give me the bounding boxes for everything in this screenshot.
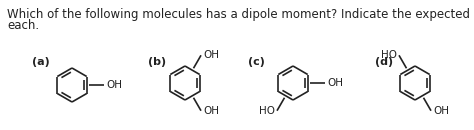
Text: HO: HO — [259, 106, 275, 116]
Text: OH: OH — [203, 50, 219, 60]
Text: OH: OH — [203, 106, 219, 116]
Text: OH: OH — [106, 80, 122, 90]
Text: (a): (a) — [32, 57, 50, 67]
Text: each.: each. — [7, 19, 39, 32]
Text: (c): (c) — [248, 57, 265, 67]
Text: HO: HO — [381, 50, 397, 60]
Text: Which of the following molecules has a dipole moment? Indicate the expected dire: Which of the following molecules has a d… — [7, 8, 474, 21]
Text: OH: OH — [327, 78, 343, 88]
Text: (d): (d) — [375, 57, 393, 67]
Text: OH: OH — [433, 106, 449, 116]
Text: (b): (b) — [148, 57, 166, 67]
